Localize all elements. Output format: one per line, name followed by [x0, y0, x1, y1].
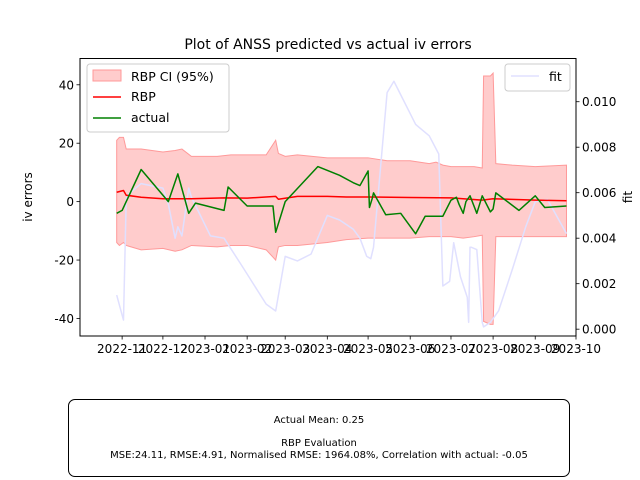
x-tick-label: 2023-05: [343, 342, 393, 356]
x-tick-label: 2023-03: [260, 342, 310, 356]
x-tick-label: 2023-10: [551, 342, 601, 356]
y-tick-label: -20: [54, 254, 74, 268]
x-tick-label: 2022-11: [97, 342, 147, 356]
evaluation-title: RBP Evaluation: [281, 438, 357, 449]
x-tick-label: 2023-06: [385, 342, 435, 356]
y-axis-left: 40 20 0 -20 -40: [54, 78, 80, 326]
legend-swatch-ci: [92, 69, 122, 82]
fit-series: [115, 80, 568, 328]
legend-left-frame: [86, 63, 230, 133]
legend-label-ci: RBP CI (95%): [131, 69, 214, 84]
x-tick-label: 2023-09: [510, 342, 560, 356]
x-tick-label: 2023-02: [222, 342, 272, 356]
fit-line: [115, 80, 568, 328]
stats-box: Actual Mean: 0.25 RBP Evaluation MSE:24.…: [68, 399, 570, 477]
y2-tick-label: 0.006: [582, 186, 616, 200]
legend-right-frame: [504, 63, 571, 92]
plot-frame: [79, 58, 577, 337]
chart-title: Plot of ANSS predicted vs actual iv erro…: [184, 37, 471, 53]
legend-label-fit: fit: [549, 69, 562, 84]
y2-tick-label: 0.010: [582, 95, 616, 109]
y-tick-label: -40: [54, 312, 74, 326]
y2-tick-label: 0.002: [582, 277, 616, 291]
x-tick-label: 2023-07: [426, 342, 476, 356]
legend-left: RBP CI (95%) RBP actual: [86, 63, 230, 133]
y-tick-label: 40: [59, 78, 74, 92]
actual-line: [116, 165, 567, 235]
y2-axis-label: fit: [621, 191, 635, 204]
x-axis: 2022-112022-122023-012023-022023-032023-…: [97, 336, 601, 356]
x-tick-label: 2023-01: [180, 342, 230, 356]
x-tick-label: 2022-12: [138, 342, 188, 356]
ci-band: [116, 71, 567, 325]
ci-band-area: [116, 71, 567, 325]
legend-label-rbp: RBP: [131, 89, 156, 104]
evaluation-metrics: MSE:24.11, RMSE:4.91, Normalised RMSE: 1…: [110, 450, 528, 461]
actual-series: [116, 165, 567, 235]
x-tick-label: 2023-04: [302, 342, 352, 356]
y2-tick-label: 0.000: [582, 323, 616, 337]
actual-mean-text: Actual Mean: 0.25: [273, 415, 365, 426]
y-tick-label: 20: [59, 137, 74, 151]
plot-area: [115, 71, 568, 328]
legend-label-actual: actual: [131, 110, 170, 125]
legend-right: fit: [504, 63, 571, 92]
y-axis-label: iv errors: [21, 172, 35, 222]
x-tick-label: 2023-08: [468, 342, 518, 356]
y-axis-right: 0.000 0.002 0.004 0.006 0.008 0.010: [576, 95, 616, 337]
y2-tick-label: 0.004: [582, 232, 616, 246]
y-tick-label: 0: [66, 195, 74, 209]
y2-tick-label: 0.008: [582, 141, 616, 155]
